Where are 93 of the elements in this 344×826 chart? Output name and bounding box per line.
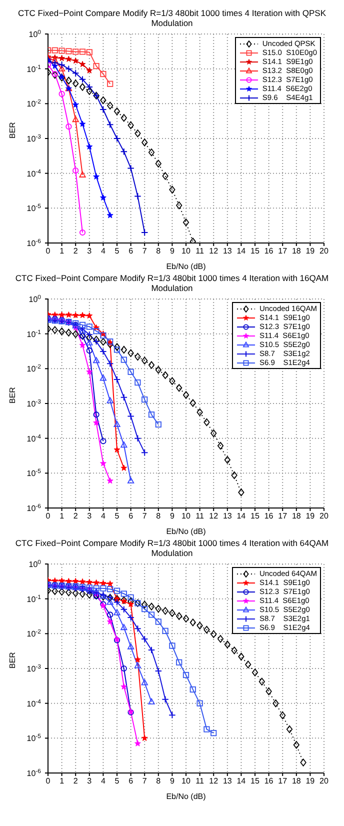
- x-tick-label: 1: [60, 512, 65, 521]
- x-tick-label: 16: [264, 512, 274, 521]
- y-tick-label: 10$^{-5}$: [26, 468, 42, 478]
- x-tick-label: 10: [182, 246, 191, 256]
- x-tick-label: 2: [73, 512, 78, 521]
- chart-title: CTC Fixed−Point Compare Modify R=1/3 480bit 1000 times 4 Iteration with 16QAM Modulation: [14, 273, 330, 293]
- y-tick-label: 10$^{0}$: [28, 294, 42, 304]
- x-tick-label: 20: [320, 246, 329, 256]
- x-tick-label: 2: [73, 246, 78, 256]
- y-tick-label: 10$^{-3}$: [26, 664, 42, 674]
- y-tick-label: 10$^{-1}$: [26, 328, 42, 339]
- x-tick-label: 8: [156, 512, 162, 521]
- x-tick-label: 14: [236, 246, 246, 256]
- x-tick-label: 1: [60, 246, 65, 256]
- x-tick-label: 7: [142, 512, 148, 521]
- x-tick-label: 12: [209, 512, 219, 521]
- x-tick-label: 8: [156, 246, 162, 256]
- x-tick-label: 4: [100, 776, 106, 786]
- y-tick-label: 10$^{-6}$: [26, 503, 42, 513]
- y-tick-label: 10$^{-5}$: [26, 733, 42, 744]
- x-tick-label: 3: [87, 246, 92, 256]
- y-tick-label: 10$^{-2}$: [26, 98, 42, 109]
- chart-title: CTC Fixed−Point Compare Modify R=1/3 480bit 1000 times 4 Iteration with 64QAM Modulation: [14, 538, 330, 558]
- y-tick-label: 10$^{-5}$: [26, 203, 42, 214]
- y-tick-label: 10$^{-3}$: [26, 134, 42, 144]
- x-tick-label: 0: [46, 512, 51, 521]
- x-tick-label: 1: [60, 776, 65, 786]
- x-tick-label: 9: [170, 776, 175, 786]
- x-tick-label: 6: [128, 776, 134, 786]
- x-tick-label: 17: [278, 246, 288, 256]
- x-tick-label: 2: [73, 776, 78, 786]
- x-axis-title: Eb/No (dB): [166, 527, 206, 536]
- y-tick-label: 10$^{-2}$: [26, 628, 42, 639]
- x-tick-label: 6: [128, 246, 134, 256]
- x-tick-label: 12: [209, 776, 219, 786]
- y-tick-label: 10$^{0}$: [28, 29, 42, 39]
- x-tick-label: 13: [222, 776, 232, 786]
- x-tick-label: 6: [128, 512, 134, 521]
- x-tick-label: 0: [46, 776, 51, 786]
- y-tick-label: 10$^{0}$: [28, 559, 42, 569]
- x-tick-label: 18: [292, 246, 302, 256]
- y-tick-label: 10$^{-2}$: [26, 364, 42, 374]
- x-tick-label: 5: [114, 776, 120, 786]
- x-tick-label: 19: [306, 246, 316, 256]
- x-tick-label: 5: [114, 246, 120, 256]
- x-tick-label: 5: [114, 512, 120, 521]
- x-tick-label: 15: [250, 776, 260, 786]
- x-tick-label: 15: [250, 512, 260, 521]
- x-tick-label: 13: [222, 512, 232, 521]
- x-tick-label: 11: [196, 246, 204, 256]
- x-tick-label: 19: [306, 776, 316, 786]
- y-axis-title: BER: [8, 652, 17, 668]
- y-axis-title: BER: [8, 386, 17, 404]
- y-tick-label: 10$^{-4}$: [26, 433, 42, 444]
- x-tick-label: 10: [182, 776, 191, 786]
- x-tick-label: 8: [156, 776, 162, 786]
- x-tick-label: 16: [264, 246, 274, 256]
- x-tick-label: 9: [170, 512, 175, 521]
- x-tick-label: 4: [100, 512, 106, 521]
- y-tick-label: 10$^{-6}$: [26, 768, 42, 778]
- y-axis-title: BER: [8, 122, 17, 138]
- chart-title: CTC Fixed−Point Compare Modify R=1/3 480bit 1000 times 4 Iteration with QPSK Modulation: [16, 8, 328, 28]
- x-tick-label: 4: [100, 246, 106, 256]
- y-tick-label: 10$^{-1}$: [26, 64, 42, 74]
- x-tick-label: 18: [292, 776, 302, 786]
- x-tick-label: 10: [182, 512, 191, 521]
- y-tick-label: 10$^{-4}$: [26, 698, 42, 708]
- x-tick-label: 13: [222, 246, 232, 256]
- x-tick-label: 7: [142, 776, 148, 786]
- x-tick-label: 0: [46, 246, 51, 256]
- y-tick-label: 10$^{-6}$: [26, 238, 42, 248]
- x-tick-label: 14: [236, 512, 246, 521]
- x-tick-label: 3: [87, 512, 92, 521]
- x-tick-label: 11: [196, 776, 204, 786]
- x-tick-label: 16: [264, 776, 274, 786]
- x-tick-label: 20: [320, 776, 329, 786]
- x-tick-label: 17: [278, 776, 288, 786]
- x-tick-label: 7: [142, 246, 148, 256]
- x-tick-label: 15: [250, 246, 260, 256]
- x-axis-title: Eb/No (dB): [166, 792, 206, 801]
- x-tick-label: 19: [306, 512, 316, 521]
- x-tick-label: 17: [278, 512, 288, 521]
- x-tick-label: 3: [87, 776, 92, 786]
- x-tick-label: 9: [170, 246, 175, 256]
- x-tick-label: 12: [209, 246, 219, 256]
- x-tick-label: 20: [320, 512, 329, 521]
- x-axis-title: Eb/No (dB): [166, 262, 206, 271]
- x-tick-label: 14: [236, 776, 246, 786]
- y-tick-label: 10$^{-1}$: [26, 594, 42, 604]
- y-tick-label: 10$^{-4}$: [26, 168, 42, 178]
- x-tick-label: 11: [196, 512, 204, 521]
- x-tick-label: 18: [292, 512, 302, 521]
- y-tick-label: 10$^{-3}$: [26, 398, 42, 408]
